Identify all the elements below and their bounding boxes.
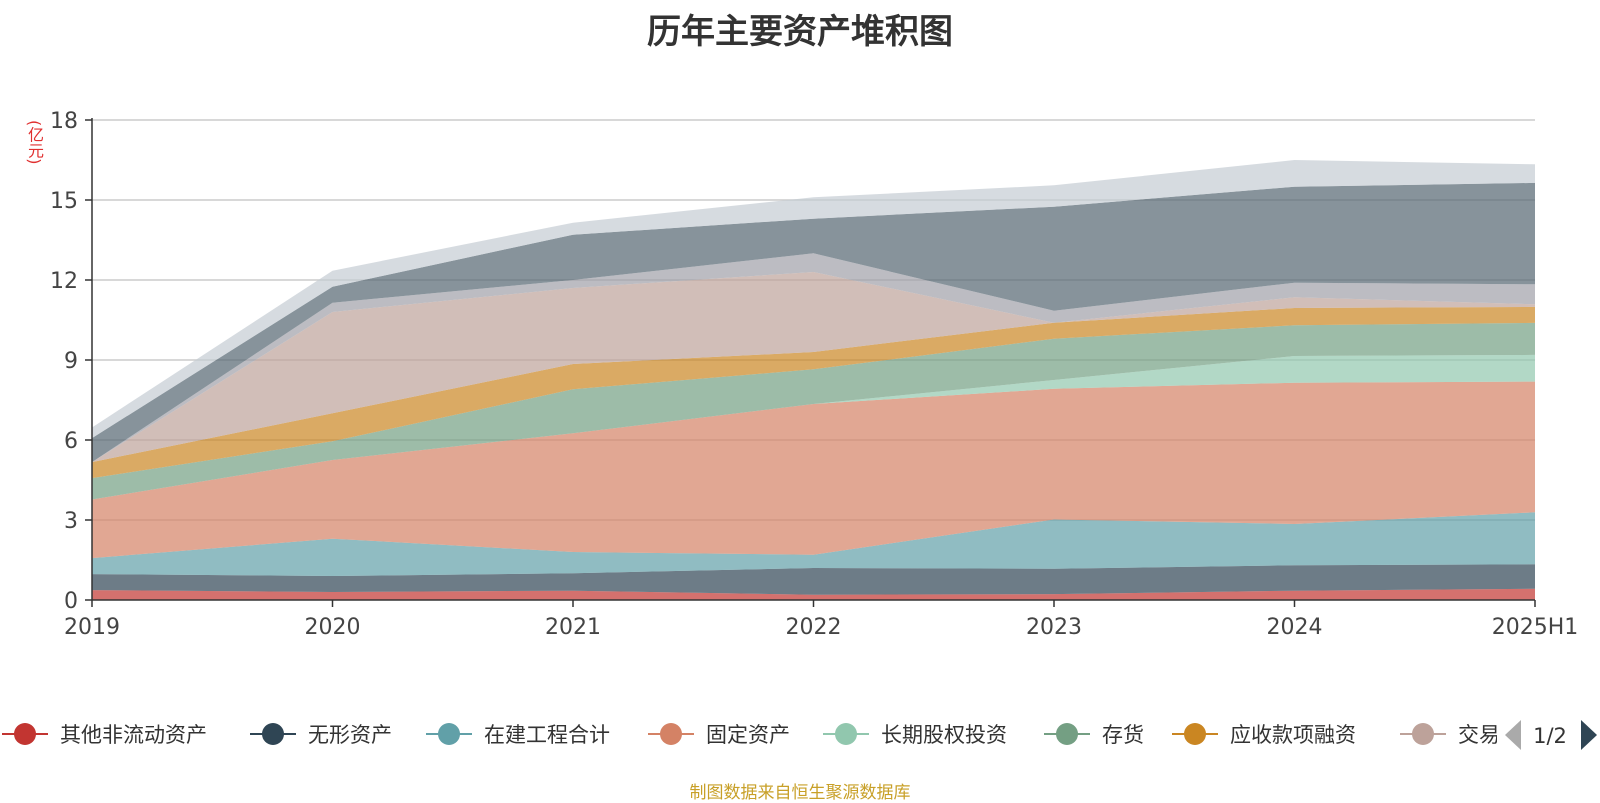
legend-label: 在建工程合计 [484, 723, 610, 747]
axes: 0 3 6 9 12 15 18 2019 2020 2021 2022 2023 2024 2025H1 [50, 109, 1578, 640]
area-series-11 [92, 160, 1535, 439]
legend-items: 其他非流动资产 无形资产 在建工程合计 固定资产 长期股权投资 存货 应收款项融资 交易性金融… [2, 723, 1600, 747]
area-series-layer [92, 160, 1535, 600]
legend-label: 长期股权投资 [881, 723, 1007, 747]
area-series-7 [92, 306, 1535, 479]
area-series-2 [92, 564, 1535, 595]
x-tick-label: 2024 [1267, 615, 1323, 640]
legend-item-2[interactable]: 无形资产 [250, 723, 392, 747]
legend-item-8[interactable]: 交易性金融资产 [1400, 723, 1600, 747]
area-series-9 [92, 253, 1535, 463]
data-source-note: 制图数据来自恒生聚源数据库 [689, 783, 911, 803]
legend-label: 其他非流动资产 [60, 723, 207, 747]
legend-item-6[interactable]: 存货 [1044, 723, 1144, 747]
area-series-4 [92, 381, 1535, 559]
x-tick-label: 2022 [786, 615, 842, 640]
y-axis-unit-label: (亿元) [25, 120, 44, 165]
y-tick-label: 12 [50, 269, 78, 294]
x-tick-label: 2019 [64, 615, 120, 640]
area-series-6 [92, 322, 1535, 500]
y-tick-label: 9 [64, 349, 78, 374]
legend-label: 固定资产 [706, 723, 790, 747]
legend-next-page-icon[interactable] [1581, 720, 1597, 750]
area-series-3 [92, 512, 1535, 576]
legend-label: 存货 [1102, 723, 1144, 747]
legend-prev-page-icon[interactable] [1505, 720, 1521, 750]
legend-label: 应收款项融资 [1230, 723, 1356, 747]
y-tick-label: 15 [50, 189, 78, 214]
y-tick-label: 6 [64, 429, 78, 454]
legend-marker-dot [835, 723, 857, 745]
legend-item-4[interactable]: 固定资产 [648, 723, 790, 747]
x-tick-label: 2021 [545, 615, 601, 640]
area-series-5 [92, 354, 1535, 500]
x-tick-label: 2020 [305, 615, 361, 640]
legend-marker-dot [14, 723, 36, 745]
legend-marker-dot [438, 723, 460, 745]
x-tick-label: 2025H1 [1492, 615, 1579, 640]
legend-label: 无形资产 [308, 723, 392, 747]
chart-title: 历年主要资产堆积图 [647, 12, 953, 52]
area-series-10 [92, 182, 1535, 463]
area-series-8 [92, 272, 1535, 463]
area-series-1 [92, 588, 1535, 600]
legend-marker-dot [660, 723, 682, 745]
x-tick-label: 2023 [1026, 615, 1082, 640]
legend: 其他非流动资产 无形资产 在建工程合计 固定资产 长期股权投资 存货 应收款项融资 交易性金融… [2, 720, 1600, 750]
y-tick-label: 3 [64, 509, 78, 534]
legend-item-5[interactable]: 长期股权投资 [823, 723, 1007, 747]
legend-marker-dot [1184, 723, 1206, 745]
y-tick-label: 18 [50, 109, 78, 134]
legend-marker-dot [1412, 723, 1434, 745]
legend-marker-dot [1056, 723, 1078, 745]
legend-label: 交易性金融资产 [1458, 723, 1600, 747]
legend-item-7[interactable]: 应收款项融资 [1172, 723, 1356, 747]
legend-marker-dot [262, 723, 284, 745]
legend-page-indicator: 1/2 [1533, 724, 1567, 748]
y-tick-label: 0 [64, 589, 78, 614]
legend-item-1[interactable]: 其他非流动资产 [2, 723, 207, 747]
legend-item-3[interactable]: 在建工程合计 [426, 723, 610, 747]
